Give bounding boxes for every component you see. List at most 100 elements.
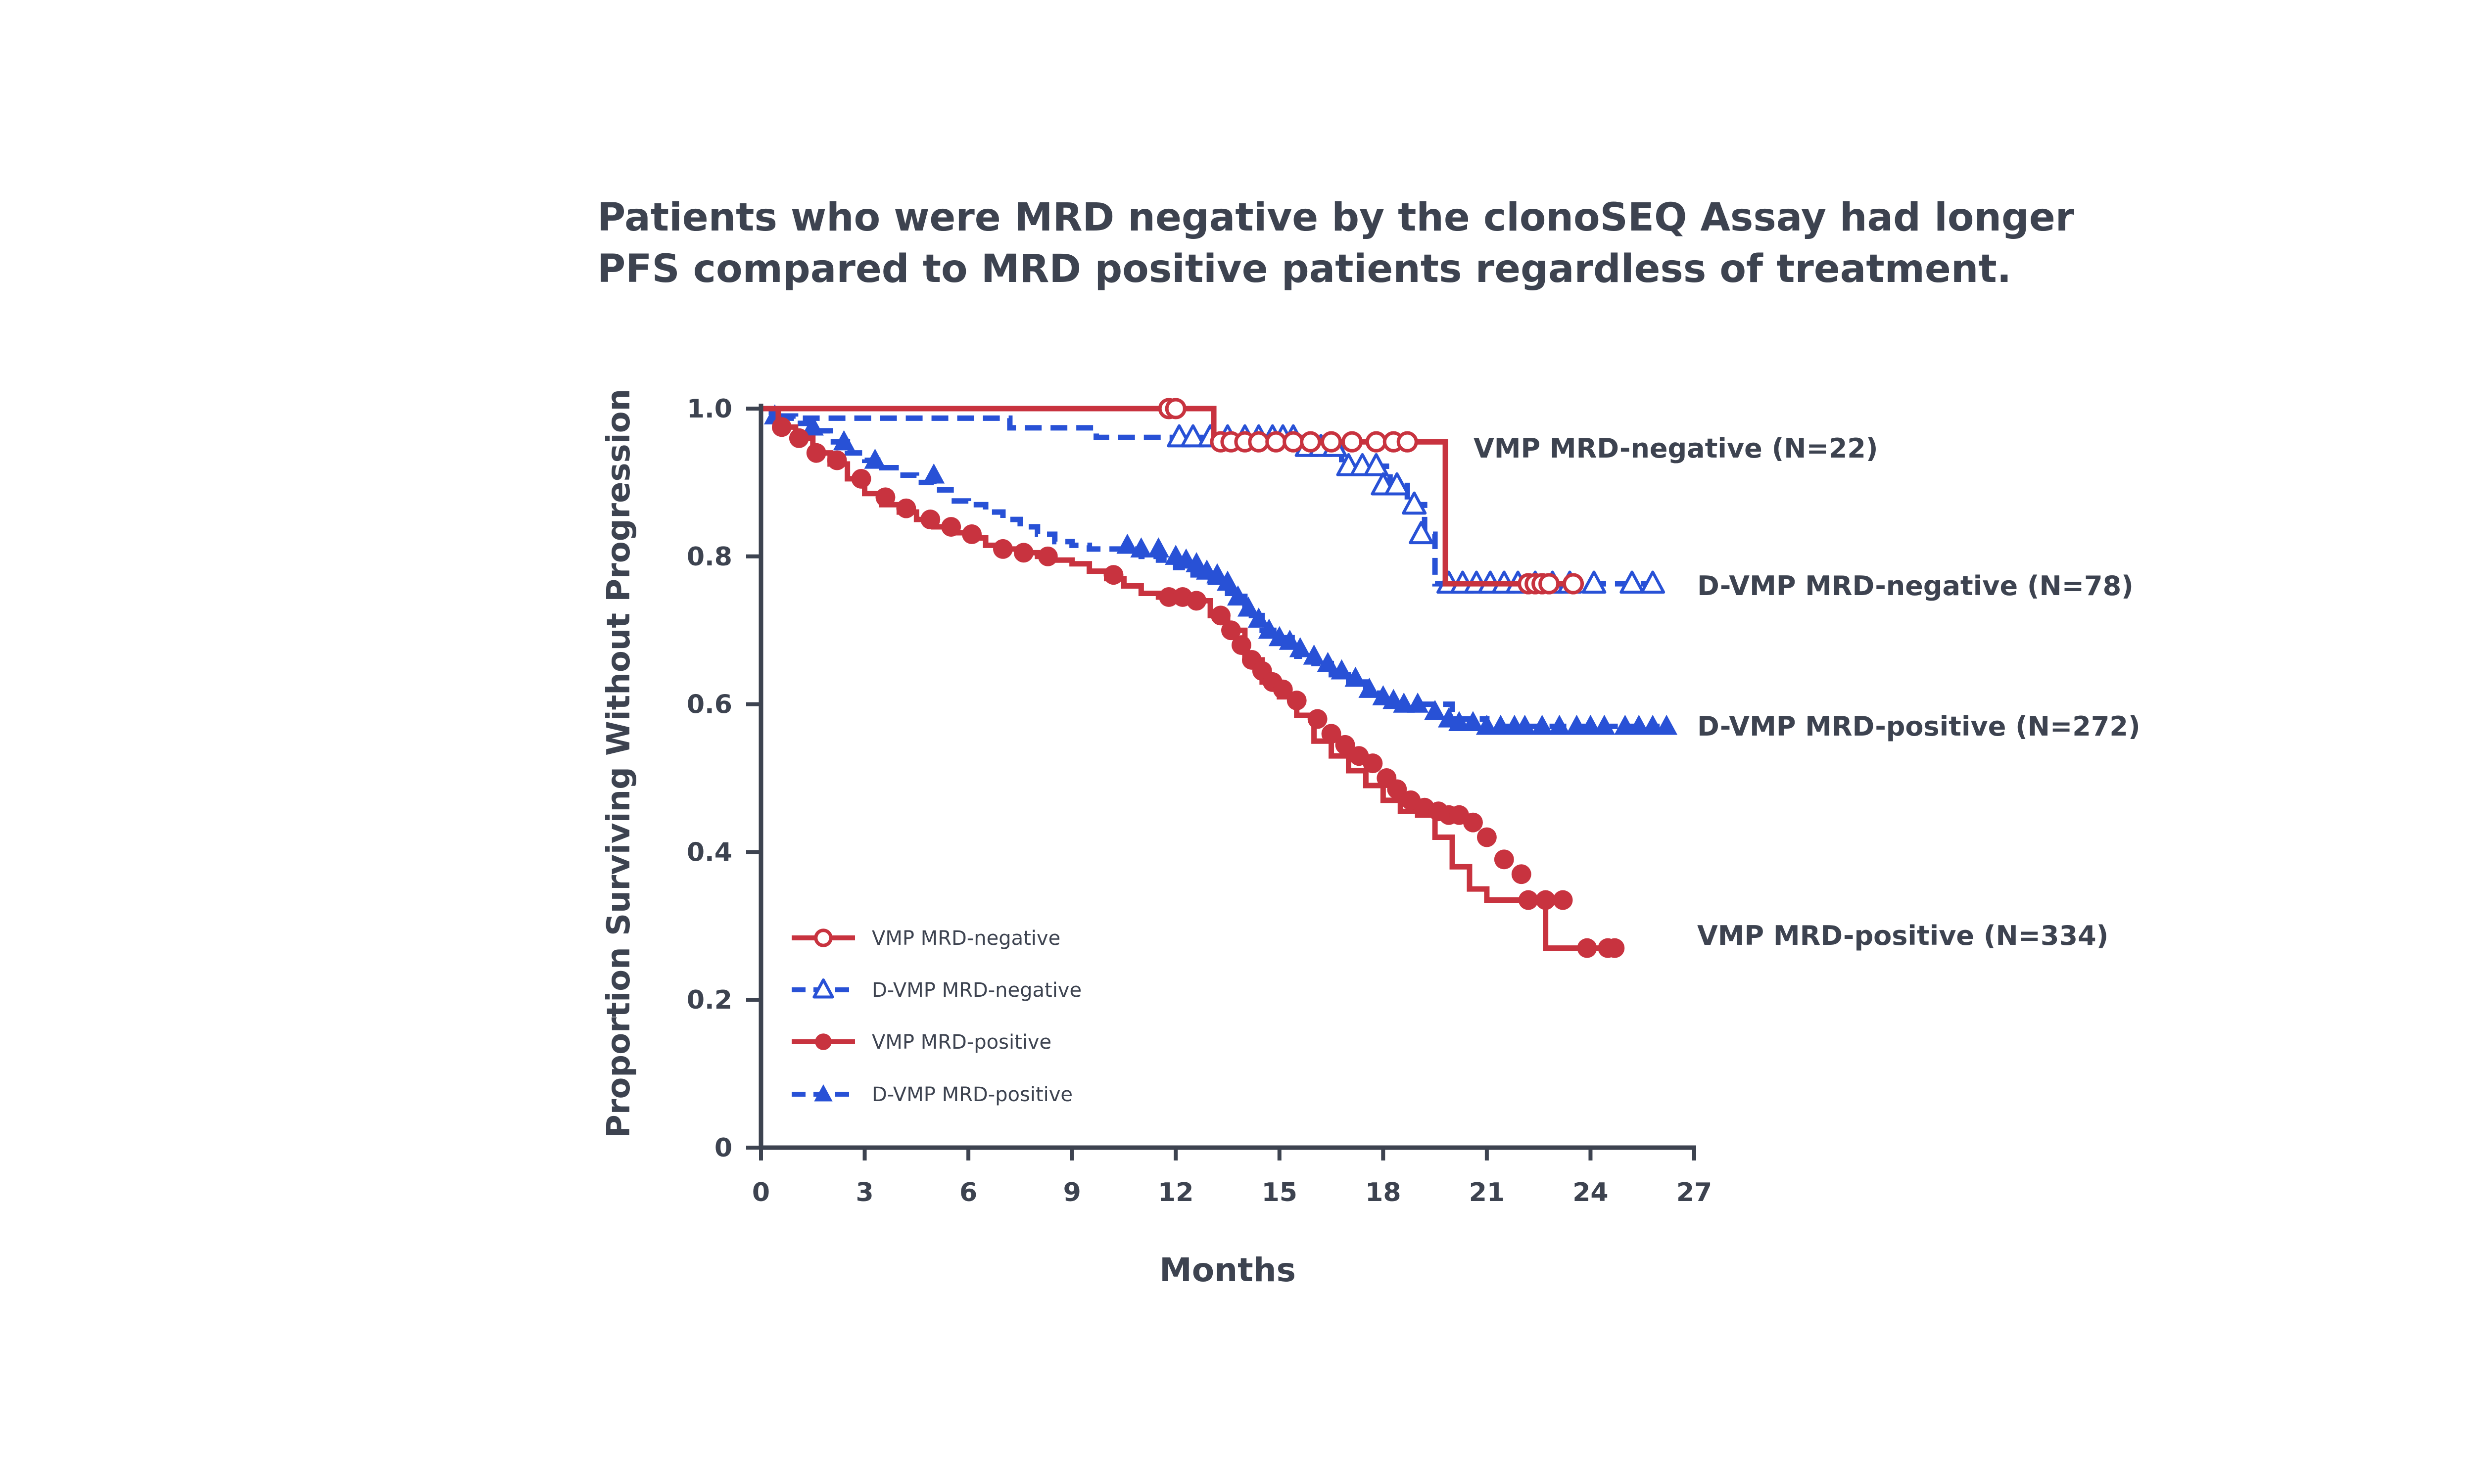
series-dvmp-mrd-negative-censor-mark bbox=[1384, 472, 1410, 496]
series-vmp-mrd-positive-censor-mark bbox=[875, 487, 896, 508]
series-dvmp-mrd-positive-censor-mark bbox=[1393, 693, 1415, 713]
series-dvmp-mrd-negative-censor-mark bbox=[1402, 491, 1427, 515]
y-tick-label: 0.2 bbox=[687, 985, 732, 1015]
series-dvmp-mrd-positive bbox=[761, 404, 1678, 735]
series-vmp-mrd-positive-censor-mark bbox=[1494, 849, 1514, 870]
legend-item-dvmp-mrd-positive: D-VMP MRD-positive bbox=[792, 1083, 1073, 1106]
series-dvmp-mrd-positive-censor-mark bbox=[1579, 714, 1602, 735]
series-vmp-mrd-positive-censor-mark bbox=[1038, 546, 1058, 566]
series-vmp-mrd-positive-censor-mark bbox=[1286, 691, 1307, 711]
series-dvmp-mrd-positive-censor-mark bbox=[864, 449, 886, 469]
series-dvmp-mrd-positive-censor-mark bbox=[923, 463, 945, 484]
series-dvmp-mrd-negative-censor-mark bbox=[1181, 424, 1206, 448]
series-vmp-mrd-negative bbox=[761, 398, 1584, 595]
legend-label: VMP MRD-negative bbox=[872, 927, 1060, 950]
series-dvmp-mrd-positive-censor-mark bbox=[1566, 714, 1588, 735]
series-dvmp-mrd-positive-censor-mark bbox=[1206, 563, 1229, 584]
series-dvmp-mrd-positive-censor-mark bbox=[1642, 714, 1664, 735]
series-dvmp-mrd-positive-censor-mark bbox=[1407, 693, 1429, 713]
series-vmp-mrd-positive-censor-mark bbox=[941, 517, 961, 537]
series-vmp-mrd-positive-censor-mark bbox=[1159, 587, 1179, 607]
series-vmp-mrd-negative-censor-mark bbox=[1341, 431, 1363, 453]
series-dvmp-mrd-negative-censor-mark bbox=[1581, 570, 1607, 594]
series-vmp-mrd-positive-censor-mark bbox=[1103, 565, 1124, 585]
axes-layer: 0 3 6 9 12 15 18 21 24 27 0 0.2 0.4 0.6 0.8 1.0 bbox=[687, 394, 1712, 1207]
series-dvmp-mrd-negative-censor-mark bbox=[1409, 521, 1434, 545]
series-vmp-mrd-positive-censor-mark bbox=[789, 428, 809, 448]
chart-title-line-1: Patients who were MRD negative by the cl… bbox=[597, 195, 2075, 240]
legend-label: VMP MRD-positive bbox=[872, 1031, 1051, 1054]
series-vmp-mrd-negative-censor-mark bbox=[1165, 398, 1187, 419]
legend-marker-swatch bbox=[814, 928, 833, 947]
series-vmp-mrd-positive-censor-mark bbox=[771, 417, 792, 437]
series-dvmp-mrd-positive-censor-mark bbox=[1247, 607, 1270, 628]
label-dvmp-mrd-negative: D-VMP MRD-negative (N=78) bbox=[1697, 570, 2134, 602]
series-dvmp-mrd-positive-censor-mark bbox=[1130, 537, 1152, 557]
y-tick-label: 1.0 bbox=[687, 394, 732, 424]
x-tick-label: 9 bbox=[1063, 1178, 1081, 1207]
chart-title-line-2: PFS compared to MRD positive patients re… bbox=[597, 247, 2012, 291]
series-vmp-mrd-positive-censor-mark bbox=[1211, 605, 1231, 626]
legend-item-dvmp-mrd-negative: D-VMP MRD-negative bbox=[792, 978, 1082, 1002]
series-dvmp-mrd-positive-censor-mark bbox=[1289, 637, 1311, 657]
series-vmp-mrd-positive-censor-mark bbox=[1231, 635, 1251, 655]
series-dvmp-mrd-positive-censor-mark bbox=[1217, 570, 1238, 591]
series-vmp-mrd-positive bbox=[761, 406, 1625, 958]
x-tick-label: 0 bbox=[752, 1178, 770, 1207]
x-tick-label: 21 bbox=[1469, 1178, 1505, 1207]
series-dvmp-mrd-positive-censor-mark bbox=[1303, 644, 1325, 665]
x-tick-label: 12 bbox=[1158, 1178, 1193, 1207]
series-vmp-mrd-positive-censor-mark bbox=[1321, 724, 1341, 744]
series-dvmp-mrd-positive-censor-mark bbox=[1258, 618, 1280, 639]
series-vmp-mrd-negative-censor-mark bbox=[1562, 573, 1584, 595]
x-tick-label: 24 bbox=[1572, 1178, 1608, 1207]
legend-marker-swatch bbox=[815, 1033, 832, 1050]
series-dvmp-mrd-positive-censor-mark bbox=[1531, 714, 1553, 735]
series-dvmp-mrd-positive-censor-mark bbox=[1448, 711, 1471, 732]
y-axis-label: Proportion Surviving Without Progression bbox=[601, 389, 637, 1138]
series-vmp-mrd-positive-censor-mark bbox=[993, 539, 1013, 559]
series-dvmp-mrd-positive-censor-mark bbox=[1475, 714, 1498, 735]
legend-item-vmp-mrd-positive: VMP MRD-positive bbox=[792, 1031, 1051, 1054]
series-vmp-mrd-positive-censor-mark bbox=[1335, 735, 1355, 755]
series-dvmp-mrd-positive-censor-mark bbox=[1237, 596, 1259, 617]
series-vmp-mrd-positive-censor-mark bbox=[1463, 812, 1483, 833]
series-vmp-mrd-positive-censor-mark bbox=[1605, 938, 1625, 958]
series-dvmp-mrd-positive-censor-mark bbox=[1593, 714, 1616, 735]
label-vmp-mrd-positive: VMP MRD-positive (N=334) bbox=[1697, 920, 2108, 951]
series-vmp-mrd-positive-censor-mark bbox=[1307, 709, 1328, 729]
legend: VMP MRD-negative D-VMP MRD-negative VMP MR… bbox=[792, 927, 1082, 1106]
series-vmp-mrd-negative-censor-mark bbox=[1265, 431, 1287, 453]
series-dvmp-mrd-negative-censor-mark bbox=[1640, 570, 1665, 594]
series-vmp-mrd-positive-censor-mark bbox=[1221, 620, 1241, 641]
series-vmp-mrd-positive-censor-mark bbox=[827, 450, 847, 470]
series-vmp-mrd-positive-censor-mark bbox=[1363, 753, 1383, 774]
series-vmp-mrd-positive-censor-mark bbox=[962, 524, 982, 544]
series-dvmp-mrd-positive-censor-mark bbox=[1656, 714, 1678, 735]
y-tick-label: 0.6 bbox=[687, 690, 732, 720]
series-dvmp-mrd-positive-censor-mark bbox=[1628, 714, 1650, 735]
x-tick-label: 27 bbox=[1676, 1178, 1712, 1207]
series-vmp-mrd-positive-censor-mark bbox=[851, 468, 871, 489]
series-dvmp-mrd-positive-censor-mark bbox=[1317, 651, 1339, 672]
series-vmp-mrd-negative-censor-mark bbox=[1248, 431, 1270, 453]
series-vmp-mrd-positive-censor-mark bbox=[1476, 827, 1497, 847]
series-dvmp-mrd-positive-censor-mark bbox=[1548, 714, 1570, 735]
series-vmp-mrd-negative-censor-mark bbox=[1396, 431, 1418, 453]
x-tick-label: 3 bbox=[856, 1178, 873, 1207]
series-dvmp-mrd-positive-censor-mark bbox=[1462, 711, 1484, 732]
series-dvmp-mrd-positive-censor-mark bbox=[1186, 552, 1208, 572]
series-dvmp-mrd-positive-censor-mark bbox=[1424, 699, 1446, 720]
series-layer bbox=[761, 398, 1678, 958]
series-vmp-mrd-positive-censor-mark bbox=[1577, 938, 1597, 958]
series-dvmp-mrd-positive-censor-mark bbox=[1514, 714, 1536, 735]
series-dvmp-mrd-positive-censor-mark bbox=[1614, 714, 1636, 735]
series-dvmp-mrd-positive-censor-mark bbox=[1116, 533, 1139, 554]
legend-marker-swatch bbox=[814, 1084, 833, 1102]
x-tick-label: 18 bbox=[1365, 1178, 1401, 1207]
series-vmp-mrd-negative-censor-mark bbox=[1300, 431, 1322, 453]
series-vmp-mrd-positive-censor-mark bbox=[1518, 890, 1538, 910]
series-vmp-mrd-positive-censor-mark bbox=[896, 498, 916, 518]
series-vmp-mrd-positive-censor-mark bbox=[1511, 864, 1531, 884]
